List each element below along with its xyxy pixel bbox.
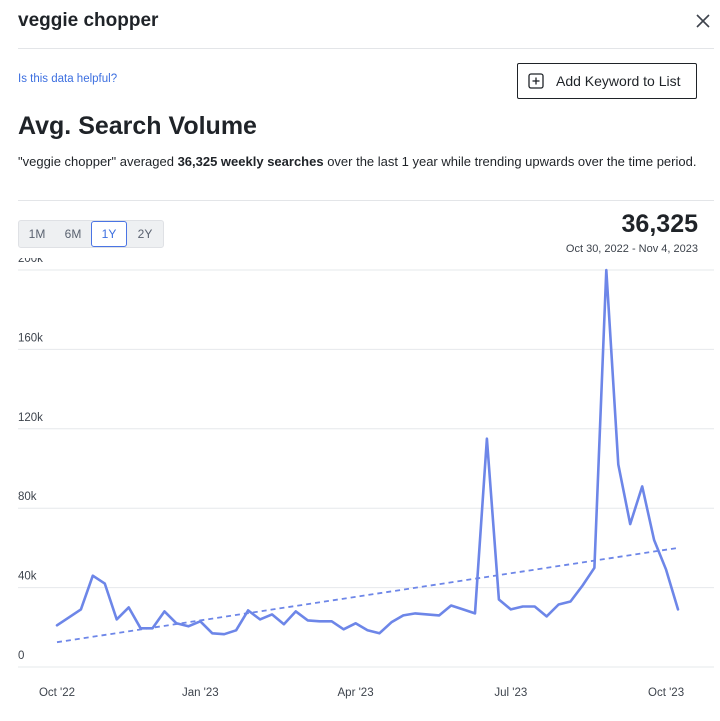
x-tick-label: Apr '23 [338,687,374,699]
data-point[interactable] [675,606,681,612]
data-point[interactable] [90,573,96,579]
data-point[interactable] [209,630,215,636]
data-point[interactable] [651,537,657,543]
data-point[interactable] [579,583,585,589]
data-point[interactable] [472,610,478,616]
modal-header: veggie chopper [18,8,720,48]
x-tick-label: Oct '22 [39,687,75,699]
range-2y-button[interactable]: 2Y [137,227,153,241]
average-volume-value: 36,325 [621,210,698,238]
x-axis-labels: Oct '22 Jan '23 Apr '23 Jul '23 Oct '23 [39,687,684,699]
data-point[interactable] [603,267,609,273]
range-6m-button[interactable]: 6M [64,227,82,241]
data-point[interactable] [448,602,454,608]
data-point[interactable] [233,627,239,633]
y-tick-label: 80k [18,491,37,503]
data-point[interactable] [257,616,263,622]
chart-series-group [54,267,681,637]
data-point[interactable] [663,567,669,573]
data-point[interactable] [341,626,347,632]
data-point[interactable] [161,608,167,614]
data-point[interactable] [126,604,132,610]
y-tick-label: 120k [18,412,43,424]
data-point[interactable] [269,611,275,617]
data-point[interactable] [436,612,442,618]
section-title: Avg. Search Volume [18,112,257,140]
data-point[interactable] [365,627,371,633]
add-keyword-label: Add Keyword to List [556,73,681,89]
x-tick-label: Oct '23 [648,687,684,699]
data-point[interactable] [245,607,251,613]
data-point[interactable] [520,603,526,609]
range-1m-button[interactable]: 1M [28,227,46,241]
data-point[interactable] [66,614,72,620]
data-point[interactable] [317,618,323,624]
data-point[interactable] [221,631,227,637]
y-tick-label: 0 [18,650,24,662]
x-tick-label: Jul '23 [494,687,527,699]
data-point[interactable] [353,620,359,626]
plus-square-icon [528,73,544,89]
data-point[interactable] [532,603,538,609]
data-point[interactable] [412,610,418,616]
data-point[interactable] [639,483,645,489]
data-point[interactable] [329,618,335,624]
data-point[interactable] [102,581,108,587]
data-point[interactable] [173,620,179,626]
add-keyword-to-list-button[interactable]: Add Keyword to List [517,63,697,99]
data-point[interactable] [424,611,430,617]
header-divider [18,48,714,49]
range-1y-button[interactable]: 1Y [91,221,127,247]
chart-trendline-group [56,547,679,644]
y-tick-label: 160k [18,332,43,344]
data-point[interactable] [305,617,311,623]
section-divider [18,200,714,201]
data-point[interactable] [197,618,203,624]
data-point[interactable] [150,625,156,631]
description-bold: 36,325 weekly searches [177,154,324,169]
y-tick-label: 40k [18,571,37,583]
data-point[interactable] [627,521,633,527]
search-volume-line [55,268,680,636]
search-volume-chart: 0 40k 80k 120k 160k 200k Oct '22 Jan '23 Apr '2… [18,258,714,699]
data-helpful-link[interactable]: Is this data helpful? [18,73,118,85]
data-point[interactable] [293,608,299,614]
data-point[interactable] [556,601,562,607]
description-text-2: over the last 1 year while trending upwa… [323,154,697,169]
data-point[interactable] [615,462,621,468]
data-point[interactable] [568,598,574,604]
data-point[interactable] [281,621,287,627]
data-point[interactable] [114,616,120,622]
data-point[interactable] [591,565,597,571]
data-point[interactable] [376,630,382,636]
data-point[interactable] [508,606,514,612]
data-point[interactable] [54,622,60,628]
data-point[interactable] [460,606,466,612]
date-range: Oct 30, 2022 - Nov 4, 2023 [565,243,698,255]
data-point[interactable] [484,436,490,442]
data-point[interactable] [400,612,406,618]
data-point[interactable] [388,619,394,625]
y-tick-label: 200k [18,258,43,265]
close-icon[interactable] [692,10,714,32]
x-tick-label: Jan '23 [182,687,219,699]
data-point[interactable] [496,597,502,603]
summary-description: "veggie chopper" averaged 36,325 weekly … [18,152,708,171]
trendline [56,547,679,644]
data-point[interactable] [78,606,84,612]
time-range-selector: 1M 6M 1Y 2Y [18,220,164,248]
data-point[interactable] [138,625,144,631]
data-point[interactable] [544,613,550,619]
description-text-1: "veggie chopper" averaged [18,154,178,169]
data-point[interactable] [185,623,191,629]
keyword-title: veggie chopper [18,10,159,31]
